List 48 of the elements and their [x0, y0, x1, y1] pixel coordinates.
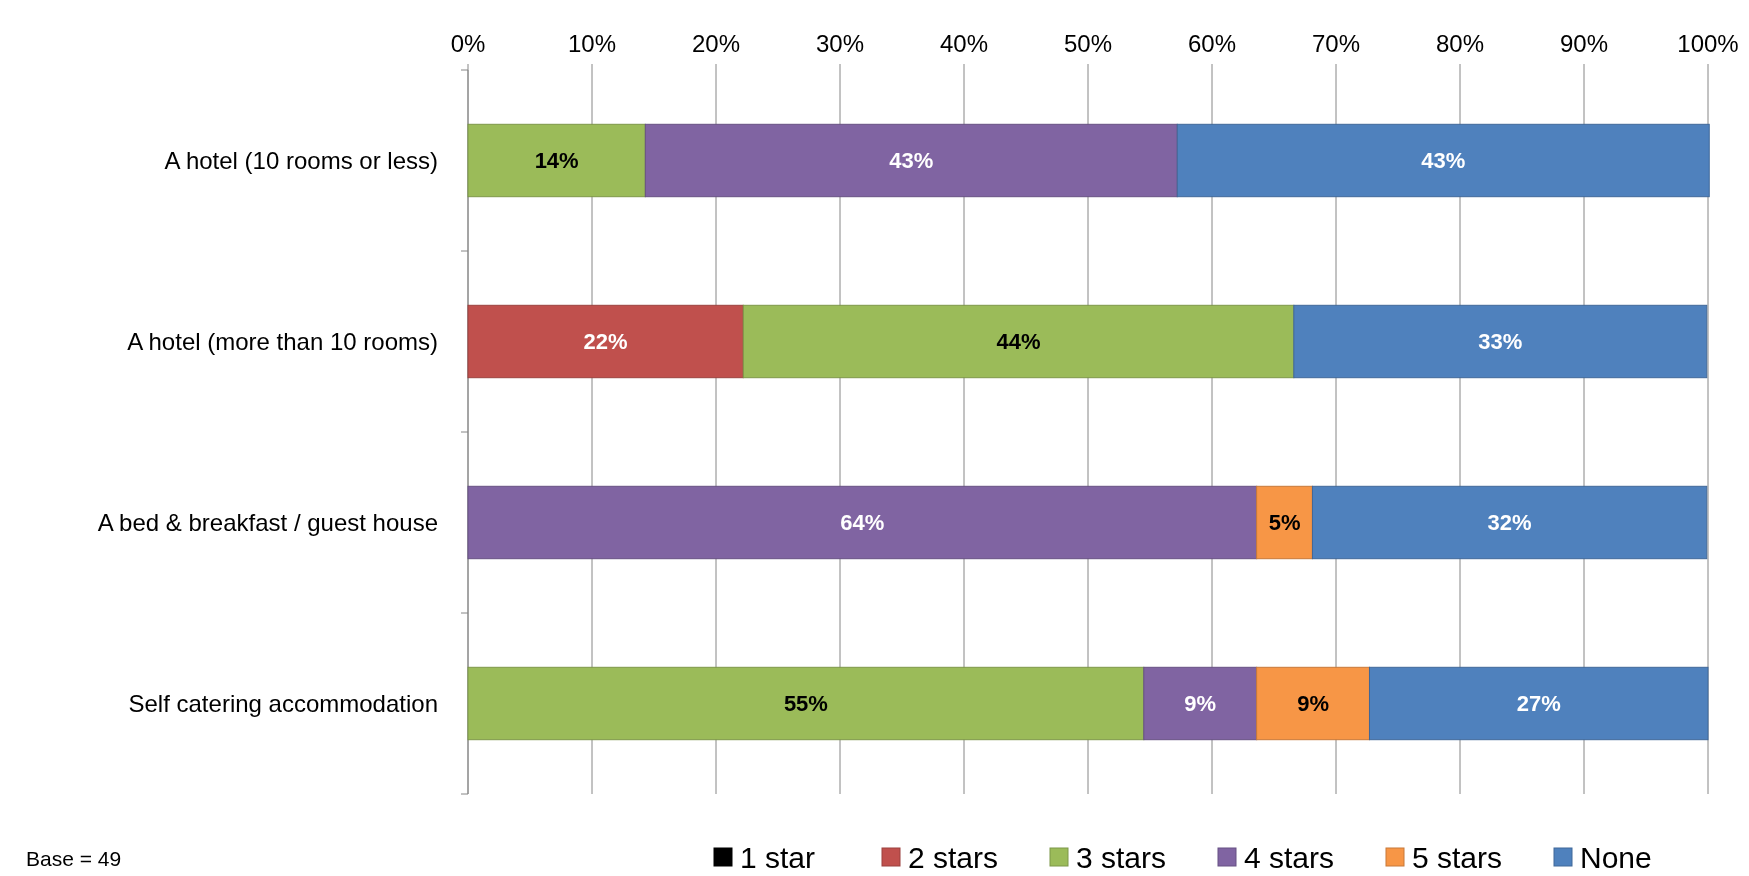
data-label: 9%	[1297, 691, 1329, 717]
data-label: 27%	[1516, 691, 1561, 717]
text: Base = 49	[26, 847, 122, 870]
data-label: 32%	[1487, 510, 1532, 536]
bar	[467, 485, 1258, 560]
x-tick-label: 20%	[691, 30, 741, 57]
legend-label: 2 stars	[908, 840, 999, 874]
bar	[1293, 304, 1708, 379]
data-label: 43%	[889, 148, 934, 174]
x-tick-label: 0%	[450, 30, 486, 57]
data-label: 14%	[534, 148, 579, 174]
legend-label: 4 stars	[1244, 840, 1335, 874]
x-tick-label: 30%	[815, 30, 865, 57]
data-label: 22%	[583, 329, 628, 355]
x-tick-label: 50%	[1063, 30, 1113, 57]
bar	[1143, 666, 1258, 741]
y-tick-label: A hotel (10 rooms or less)	[164, 146, 438, 174]
bar	[1256, 666, 1370, 741]
data-label: 43%	[1421, 148, 1466, 174]
data-label: 9%	[1184, 691, 1217, 717]
data-label: 33%	[1478, 329, 1523, 355]
x-tick-label: 70%	[1311, 30, 1361, 57]
x-tick-label: 40%	[939, 30, 989, 57]
y-tick-label: Self catering accommodation	[128, 689, 438, 717]
bar	[1176, 123, 1710, 198]
legend-label: 1 star	[740, 840, 816, 874]
x-tick-label: 80%	[1435, 30, 1485, 57]
bar	[467, 304, 744, 379]
bar	[467, 666, 1145, 741]
bar	[1368, 666, 1709, 741]
legend-label: 5 stars	[1412, 840, 1503, 874]
legend-label: 3 stars	[1076, 840, 1167, 874]
bar	[1256, 485, 1313, 560]
legend-label: None	[1580, 840, 1652, 874]
x-tick-label: 60%	[1187, 30, 1237, 57]
y-tick-label: A hotel (more than 10 rooms)	[127, 327, 438, 355]
y-tick-label: A bed & breakfast / guest house	[97, 508, 438, 536]
data-label: 5%	[1268, 510, 1301, 536]
data-label: 64%	[840, 510, 885, 536]
bar	[644, 123, 1178, 198]
x-tick-label: 100%	[1677, 30, 1739, 57]
bar	[467, 123, 646, 198]
data-label: 44%	[996, 329, 1041, 355]
x-tick-label: 90%	[1559, 30, 1609, 57]
data-label: 55%	[783, 691, 828, 717]
bar	[742, 304, 1295, 379]
bar	[1311, 485, 1708, 560]
x-tick-label: 10%	[567, 30, 617, 57]
